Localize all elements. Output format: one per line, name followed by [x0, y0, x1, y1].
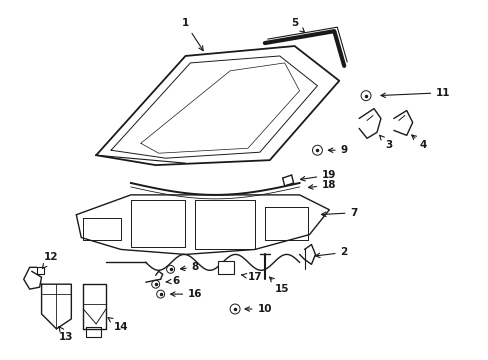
Text: 18: 18	[308, 180, 336, 190]
Text: 17: 17	[241, 272, 262, 282]
Text: 16: 16	[170, 289, 202, 299]
Text: 9: 9	[328, 145, 347, 155]
Text: 11: 11	[380, 88, 450, 98]
Text: 2: 2	[315, 247, 347, 258]
Text: 15: 15	[269, 277, 288, 294]
Text: 8: 8	[180, 262, 199, 272]
Text: 1: 1	[182, 18, 203, 51]
Bar	[218, 261, 234, 274]
Text: 4: 4	[411, 135, 427, 150]
Text: 6: 6	[166, 276, 179, 286]
Text: 13: 13	[59, 327, 74, 342]
Text: 12: 12	[42, 252, 59, 268]
Text: 10: 10	[244, 304, 271, 314]
Text: 5: 5	[290, 18, 304, 32]
Text: 19: 19	[300, 170, 336, 181]
Text: 7: 7	[321, 208, 357, 218]
Text: 14: 14	[108, 318, 128, 332]
Text: 3: 3	[379, 135, 392, 150]
